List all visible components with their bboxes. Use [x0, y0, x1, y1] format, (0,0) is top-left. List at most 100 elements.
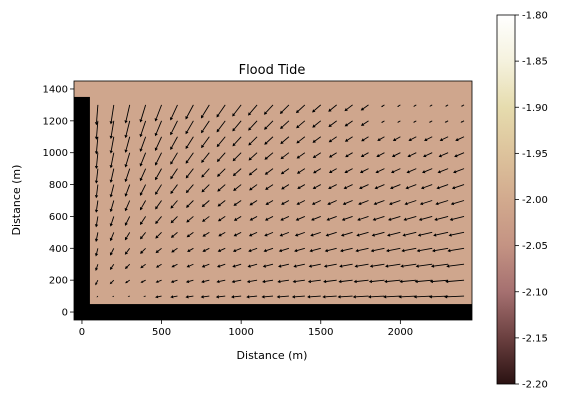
- vector-arrow: [201, 136, 210, 149]
- vector-arrow: [109, 184, 115, 198]
- vector-arrow: [155, 232, 162, 239]
- vector-arrow: [233, 200, 242, 206]
- vector-arrow: [154, 136, 162, 151]
- vector-arrow: [201, 279, 210, 284]
- vector-arrow: [415, 263, 433, 268]
- vector-arrow: [202, 216, 210, 222]
- vector-arrow: [262, 263, 274, 268]
- vector-arrow: [416, 247, 433, 253]
- vector-arrow: [388, 216, 401, 221]
- vector-arrow: [264, 168, 274, 175]
- y-tick-label: 1200: [43, 116, 68, 127]
- vector-arrow: [109, 232, 115, 242]
- vector-arrow: [201, 184, 210, 193]
- vector-arrow: [201, 168, 210, 178]
- vector-arrow: [402, 231, 417, 237]
- vector-arrow: [246, 279, 258, 284]
- colorbar-tick-label: -2.05: [522, 241, 548, 252]
- vector-arrow: [367, 295, 385, 299]
- vector-arrow: [140, 263, 146, 269]
- vector-arrow: [454, 152, 465, 158]
- vector-arrow: [424, 136, 433, 142]
- vector-arrow: [311, 200, 321, 205]
- vector-arrow: [307, 279, 321, 284]
- vector-arrow: [186, 232, 194, 238]
- vector-arrow: [109, 120, 115, 140]
- vector-arrow: [124, 184, 131, 197]
- vector-arrow: [94, 104, 99, 126]
- vector-arrow: [155, 216, 162, 225]
- colorbar-tick-label: -1.95: [522, 149, 548, 160]
- y-tick-label: 600: [49, 212, 68, 223]
- vector-arrow: [202, 231, 210, 237]
- vector-arrow: [323, 279, 337, 284]
- vector-arrow: [400, 263, 417, 268]
- vector-arrow: [429, 104, 433, 107]
- vector-arrow: [139, 120, 147, 138]
- vector-arrow: [155, 200, 162, 210]
- vector-arrow: [312, 152, 322, 159]
- vector-arrow: [170, 184, 178, 195]
- vector-arrow: [246, 295, 258, 299]
- land-mask-west: [74, 96, 90, 320]
- vector-arrow: [155, 168, 162, 181]
- vector-arrow: [445, 104, 449, 107]
- vector-arrow: [453, 168, 465, 174]
- vector-arrow: [373, 200, 385, 206]
- vector-arrow: [436, 184, 449, 190]
- vector-arrow: [387, 231, 401, 237]
- vector-arrow: [376, 152, 385, 158]
- vector-arrow: [385, 263, 401, 268]
- vector-arrow: [296, 136, 306, 144]
- vector-arrow: [446, 263, 465, 268]
- vector-arrow: [408, 136, 417, 141]
- x-axis: 0 500 1000 1500 2000: [79, 320, 413, 338]
- vector-arrow: [372, 216, 385, 221]
- vector-arrow: [170, 295, 178, 299]
- vector-arrow: [139, 184, 147, 196]
- vector-arrow: [397, 104, 401, 107]
- vector-arrow: [297, 184, 306, 189]
- vector-arrow: [390, 168, 401, 174]
- vector-arrow: [109, 104, 115, 125]
- y-tick-label: 400: [49, 244, 68, 255]
- colorbar: -1.80 -1.85 -1.90 -1.95 -2.00 -2.05 -2.10 -2.15…: [496, 11, 548, 391]
- vector-arrow: [231, 279, 242, 284]
- vector-arrow: [139, 232, 146, 240]
- vector-arrow: [328, 152, 337, 158]
- land-mask-south: [74, 304, 472, 320]
- vector-arrow: [171, 263, 178, 268]
- vector-arrow: [307, 295, 321, 299]
- vector-arrow: [248, 120, 258, 131]
- vector-arrow: [248, 247, 258, 253]
- vector-arrow: [201, 152, 210, 163]
- vector-arrow: [294, 247, 305, 253]
- vector-arrow: [95, 264, 99, 271]
- vector-arrow: [95, 279, 99, 286]
- vector-arrow: [328, 120, 337, 128]
- vector-arrow: [124, 216, 131, 226]
- vector-arrow: [337, 295, 353, 299]
- vector-arrow: [344, 136, 353, 142]
- vector-arrow: [381, 104, 385, 108]
- vector-arrow: [143, 295, 146, 297]
- vector-arrow: [231, 295, 242, 299]
- vector-arrow: [232, 136, 242, 147]
- vector-arrow: [344, 168, 353, 174]
- vector-arrow: [313, 168, 321, 174]
- x-tick-label: 500: [152, 327, 171, 338]
- vector-arrow: [124, 152, 131, 168]
- colorbar-tick-label: -2.15: [522, 333, 548, 344]
- vector-arrow: [369, 263, 385, 268]
- vector-arrow: [139, 216, 147, 225]
- vector-arrow: [232, 104, 242, 117]
- vector-arrow: [356, 231, 369, 237]
- vector-arrow: [139, 168, 147, 182]
- axes-frame: [73, 80, 473, 321]
- vector-arrow: [94, 232, 99, 242]
- vector-arrow: [127, 295, 130, 297]
- vector-arrow: [247, 263, 258, 268]
- vector-arrow: [325, 231, 337, 237]
- vector-arrow: [124, 104, 131, 124]
